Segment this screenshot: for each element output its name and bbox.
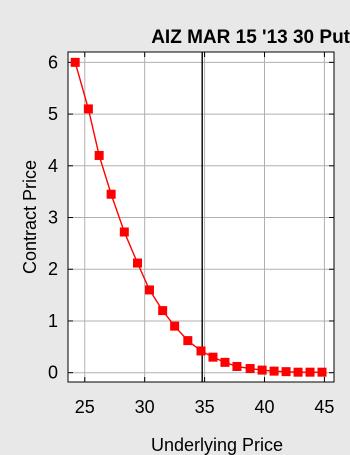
data-point-marker bbox=[305, 367, 315, 377]
grid-lines bbox=[68, 52, 334, 382]
data-point-marker bbox=[70, 57, 80, 67]
chart-title: AIZ MAR 15 '13 30 Put bbox=[151, 27, 350, 48]
y-tick-label: 4 bbox=[48, 156, 58, 176]
x-axis-label: Underlying Price bbox=[151, 435, 283, 455]
data-point-marker bbox=[94, 150, 104, 160]
data-point-marker bbox=[257, 365, 267, 375]
axis-ticks bbox=[68, 52, 334, 382]
data-point-marker bbox=[232, 361, 242, 371]
data-point-marker bbox=[119, 227, 129, 237]
data-point-marker bbox=[269, 366, 279, 376]
y-tick-label: 3 bbox=[48, 208, 58, 228]
y-axis-label: Contract Price bbox=[20, 160, 40, 274]
y-tick-label: 0 bbox=[48, 363, 58, 383]
data-point-marker bbox=[144, 285, 154, 295]
series-group bbox=[70, 57, 327, 377]
data-point-marker bbox=[83, 104, 93, 114]
data-point-marker bbox=[196, 346, 206, 356]
data-point-marker bbox=[317, 367, 327, 377]
data-point-marker bbox=[158, 306, 168, 316]
x-tick-label: 30 bbox=[135, 397, 155, 417]
x-tick-label: 25 bbox=[75, 397, 95, 417]
x-tick-label: 40 bbox=[254, 397, 274, 417]
data-point-marker bbox=[245, 364, 255, 374]
data-point-marker bbox=[132, 258, 142, 268]
data-point-marker bbox=[208, 352, 218, 362]
y-tick-label: 1 bbox=[48, 311, 58, 331]
y-tick-label: 5 bbox=[48, 104, 58, 124]
y-tick-label: 2 bbox=[48, 259, 58, 279]
data-point-marker bbox=[106, 189, 116, 199]
data-point-marker bbox=[170, 321, 180, 331]
data-point-marker bbox=[281, 367, 291, 377]
data-point-marker bbox=[220, 357, 230, 367]
x-tick-label: 45 bbox=[314, 397, 334, 417]
plot-area bbox=[67, 51, 335, 383]
x-tick-label: 35 bbox=[195, 397, 215, 417]
y-tick-label: 6 bbox=[48, 52, 58, 72]
data-point-marker bbox=[293, 367, 303, 377]
data-point-marker bbox=[183, 336, 193, 346]
